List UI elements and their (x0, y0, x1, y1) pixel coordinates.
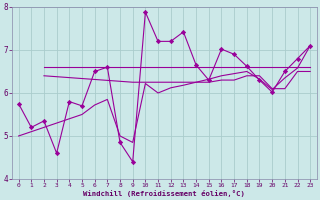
X-axis label: Windchill (Refroidissement éolien,°C): Windchill (Refroidissement éolien,°C) (84, 190, 245, 197)
